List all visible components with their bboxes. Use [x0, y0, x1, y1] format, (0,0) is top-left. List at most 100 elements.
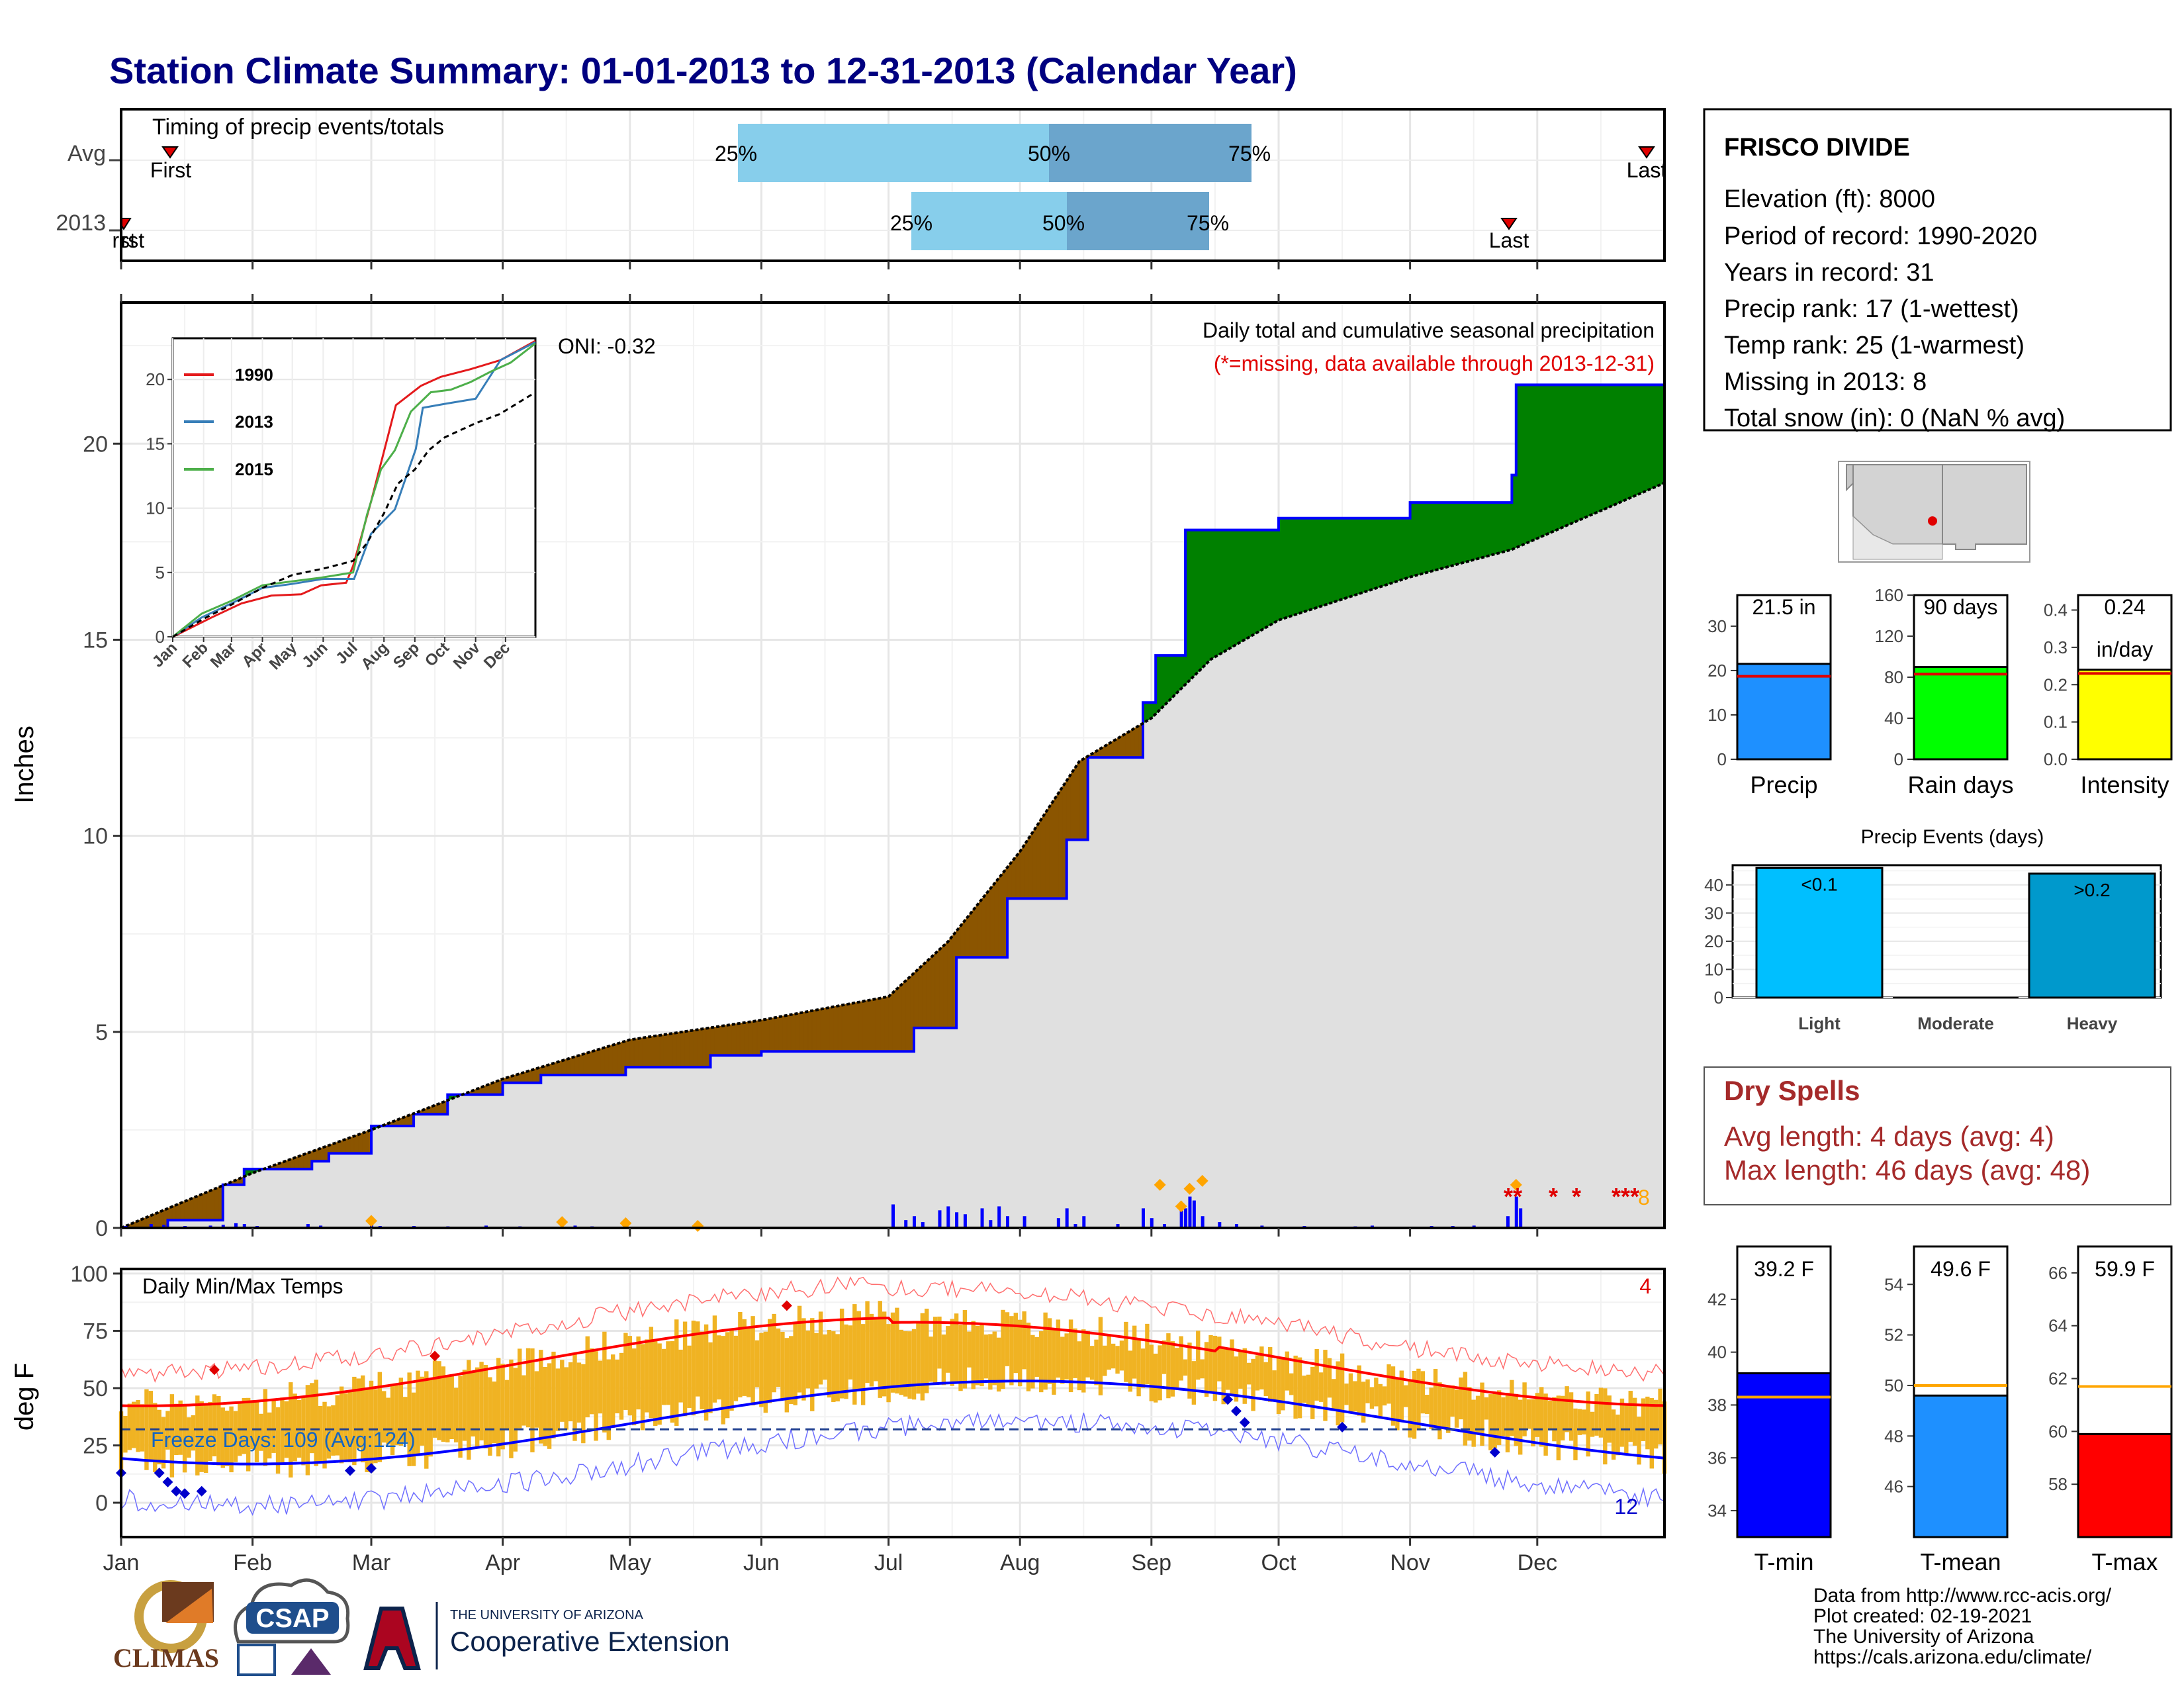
- inset-ytick-label: 15: [146, 434, 165, 453]
- record-low-marker: [1337, 1421, 1348, 1432]
- daily-temp-bar: [1098, 1317, 1103, 1395]
- daily-temp-bar: [123, 1415, 128, 1453]
- below-normal-area: [752, 1020, 758, 1056]
- below-normal-area: [608, 1045, 614, 1076]
- above-normal-area: [1630, 384, 1635, 498]
- daily-temp-bar: [1463, 1372, 1468, 1446]
- below-normal-area: [193, 1196, 198, 1221]
- daily-temp-bar: [1259, 1346, 1264, 1389]
- daily-temp-bar: [1488, 1394, 1493, 1450]
- summary-label-2: Intensity: [2080, 771, 2169, 798]
- daily-temp-bar: [1119, 1340, 1124, 1371]
- daily-temp-bar: [1318, 1372, 1324, 1402]
- above-normal-area: [1579, 384, 1584, 521]
- above-normal-area: [1532, 384, 1538, 541]
- above-normal-area: [1197, 530, 1203, 673]
- below-normal-area: [862, 1000, 868, 1052]
- daily-temp-bar: [895, 1307, 899, 1394]
- daily-temp-bar: [890, 1312, 895, 1393]
- inset-legend: 1990 2013 2015: [184, 365, 273, 479]
- below-normal-area: [714, 1026, 719, 1056]
- daily-temp-bar: [852, 1304, 857, 1405]
- above-normal-area: [1316, 518, 1322, 608]
- daily-temp-bar: [483, 1365, 488, 1449]
- daily-temp-bar: [835, 1334, 840, 1402]
- record-high-marker: [781, 1300, 792, 1311]
- daily-temp-bar: [1204, 1342, 1209, 1397]
- daily-temp-bar: [318, 1405, 323, 1463]
- below-normal-area: [647, 1036, 652, 1068]
- above-normal-area: [1562, 384, 1568, 528]
- svg-text:*: *: [1549, 1183, 1558, 1210]
- above-normal-area: [1439, 502, 1445, 570]
- avg-max-line: [120, 1316, 1665, 1407]
- above-normal-area: [1621, 384, 1627, 502]
- above-normal-area: [1604, 384, 1610, 510]
- precip-ytick-label: 10: [83, 824, 108, 849]
- daily-temp-bar: [339, 1386, 344, 1464]
- daily-temp-bar: [1026, 1323, 1031, 1391]
- daily-temp-bar: [1191, 1361, 1197, 1405]
- summary-label-0: Precip: [1750, 771, 1817, 798]
- daily-temp-bar: [1230, 1339, 1234, 1396]
- daily-temp-bar: [1310, 1366, 1315, 1419]
- daily-temp-bar: [555, 1368, 561, 1431]
- daily-temp-bar: [509, 1359, 514, 1458]
- daily-temp-bar: [610, 1354, 615, 1429]
- below-normal-area: [578, 1053, 584, 1076]
- csap-logo: CSAP: [234, 1578, 350, 1676]
- daily-temp-bar: [797, 1305, 802, 1393]
- below-normal-area: [684, 1030, 690, 1068]
- above-normal-area: [1634, 384, 1639, 496]
- above-normal-area: [1609, 384, 1614, 508]
- daily-precip-bar: [242, 1224, 246, 1228]
- daily-temp-bar: [1187, 1342, 1192, 1399]
- above-normal-area: [1240, 530, 1246, 643]
- below-normal-area: [184, 1199, 189, 1221]
- daily-temp-bar: [267, 1412, 272, 1459]
- daily-temp-bar: [725, 1332, 730, 1419]
- below-normal-area: [1054, 792, 1059, 899]
- daily-temp-bar: [674, 1319, 679, 1426]
- daily-temp-bar: [1403, 1385, 1408, 1407]
- below-normal-area: [668, 1033, 673, 1068]
- daily-temp-bar: [962, 1310, 968, 1389]
- daily-temp-bar: [1132, 1325, 1137, 1379]
- above-normal-area: [1163, 655, 1169, 706]
- daily-temp-bar: [398, 1378, 404, 1446]
- record-low-marker: [365, 1463, 377, 1474]
- climas-text: CLIMAS: [113, 1643, 219, 1673]
- daily-temp-bar: [810, 1318, 815, 1411]
- month-label-jul: Jul: [874, 1550, 903, 1575]
- above-normal-area: [1558, 384, 1563, 530]
- daily-temp-bar: [365, 1387, 369, 1472]
- daily-temp-bar: [1598, 1387, 1604, 1438]
- events-ytick-label: 20: [1704, 931, 1723, 951]
- daily-temp-bar: [144, 1389, 149, 1470]
- above-normal-area: [1189, 530, 1195, 681]
- summary-bar-2: [2077, 669, 2173, 761]
- daily-temp-bar: [1208, 1335, 1213, 1393]
- record-low-marker: [1230, 1405, 1242, 1417]
- daily-temp-bar: [1242, 1348, 1247, 1404]
- timing-frame: [120, 108, 1666, 262]
- above-normal-area: [1223, 530, 1228, 653]
- above-normal-area: [1214, 530, 1220, 658]
- daily-temp-bar: [759, 1333, 764, 1407]
- below-normal-area: [566, 1057, 571, 1076]
- daily-temp-bar: [1128, 1350, 1132, 1392]
- temp-summary-ytick-label: 50: [1884, 1376, 1903, 1395]
- above-normal-area: [1617, 384, 1623, 504]
- daily-temp-bar: [979, 1324, 984, 1387]
- daily-temp-bar: [1272, 1370, 1277, 1401]
- daily-temp-bar: [687, 1345, 692, 1408]
- daily-temp-bar: [1005, 1312, 1010, 1366]
- daily-temp-bar: [1336, 1361, 1340, 1426]
- temp-summary-bar-0: [1736, 1372, 1832, 1538]
- daily-temp-bar: [1081, 1329, 1086, 1393]
- above-normal-area: [1371, 518, 1377, 590]
- daily-temp-bar: [347, 1391, 353, 1463]
- below-normal-area: [676, 1031, 682, 1068]
- below-normal-area: [1130, 727, 1135, 758]
- above-normal-area: [1291, 518, 1297, 617]
